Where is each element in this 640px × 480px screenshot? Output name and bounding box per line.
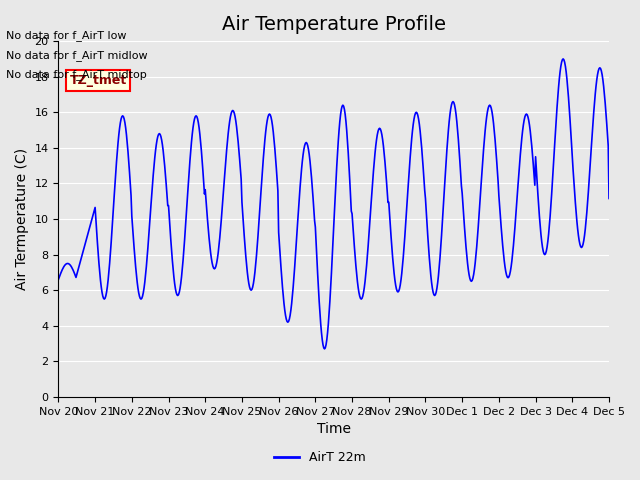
Text: No data for f_AirT low: No data for f_AirT low bbox=[6, 30, 127, 41]
Title: Air Temperature Profile: Air Temperature Profile bbox=[221, 15, 445, 34]
Legend: AirT 22m: AirT 22m bbox=[269, 446, 371, 469]
Y-axis label: Air Termperature (C): Air Termperature (C) bbox=[15, 148, 29, 290]
Text: TZ_tmet: TZ_tmet bbox=[69, 74, 127, 87]
X-axis label: Time: Time bbox=[317, 422, 351, 436]
Text: No data for f_AirT midtop: No data for f_AirT midtop bbox=[6, 69, 147, 80]
Text: No data for f_AirT midlow: No data for f_AirT midlow bbox=[6, 49, 148, 60]
